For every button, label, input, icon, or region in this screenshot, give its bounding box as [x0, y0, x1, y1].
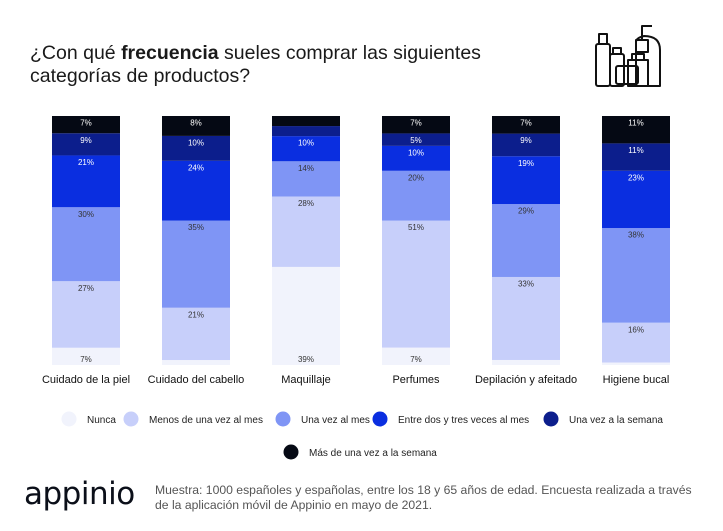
- bar-segment: [492, 204, 560, 277]
- data-label: 20%: [408, 173, 424, 182]
- data-label: 29%: [518, 207, 534, 216]
- bar-segment: [272, 266, 340, 365]
- bar-segment: [52, 281, 120, 348]
- category-label: Higiene bucal: [603, 374, 670, 386]
- bar-segment: [602, 228, 670, 323]
- data-label: 16%: [628, 325, 644, 334]
- bar-segment: [492, 133, 560, 157]
- data-label: 28%: [298, 199, 314, 208]
- stacked-bar-chart: 7% 27% 30% 21% 9% 7% 21% 35% 24% 10% 8% 39% 28% 14% 10…: [42, 116, 670, 460]
- data-label: 10%: [298, 139, 314, 148]
- legend-label: Entre dos y tres veces al mes: [398, 415, 529, 426]
- category-label: Maquillaje: [281, 374, 331, 386]
- bar-segment: [52, 347, 120, 365]
- bar-segment: [162, 116, 230, 136]
- chart-title: ¿Con qué frecuencia sueles comprar las s…: [30, 42, 570, 88]
- bar-segment: [272, 161, 340, 197]
- data-label: 7%: [80, 119, 92, 128]
- data-label: 7%: [80, 355, 92, 364]
- title-suffix: sueles comprar las siguientes categorías…: [30, 42, 481, 87]
- bar-segment: [602, 362, 670, 365]
- data-label: 9%: [80, 136, 92, 145]
- title-prefix: ¿Con qué: [30, 42, 122, 64]
- bar-segment: [382, 145, 450, 171]
- legend-swatch: [283, 444, 299, 460]
- bar-segment: [602, 170, 670, 229]
- bar-segment: [162, 135, 230, 161]
- data-label: 10%: [408, 148, 424, 157]
- bar-segment: [492, 156, 560, 205]
- data-label: 27%: [78, 284, 94, 293]
- bars-group: 7% 27% 30% 21% 9% 7% 21% 35% 24% 10% 8% 39% 28% 14% 10…: [52, 116, 670, 365]
- data-label: 39%: [298, 355, 314, 364]
- title-bold-word: frecuencia: [121, 42, 219, 64]
- legend-swatch: [543, 411, 559, 427]
- bar-segment: [382, 347, 450, 365]
- data-label: 24%: [188, 163, 204, 172]
- data-label: 23%: [628, 173, 644, 182]
- bar-segment: [602, 143, 670, 171]
- data-label: 51%: [408, 223, 424, 232]
- legend-label: Una vez al mes: [301, 415, 370, 426]
- data-label: 21%: [188, 310, 204, 319]
- bar-segment: [382, 133, 450, 146]
- data-label: 14%: [298, 164, 314, 173]
- bar-segment: [382, 116, 450, 134]
- bar-segment: [602, 116, 670, 144]
- appinio-logo: appinio: [24, 476, 135, 512]
- cosmetics-bottles-icon: [595, 25, 661, 87]
- data-label: 19%: [518, 159, 534, 168]
- category-label: Cuidado del cabello: [148, 374, 245, 386]
- data-label: 11%: [628, 146, 643, 155]
- category-labels: Cuidado de la piel Cuidado del cabello Maq…: [42, 374, 669, 386]
- bar-segment: [52, 207, 120, 282]
- data-label: 35%: [188, 223, 204, 232]
- bar-segment: [162, 307, 230, 361]
- bar-segment: [52, 133, 120, 156]
- data-label: 11%: [628, 119, 643, 128]
- data-label: 5%: [410, 136, 422, 145]
- legend: Nunca Menos de una vez al mes Una vez al m…: [61, 411, 663, 460]
- data-label: 33%: [518, 280, 534, 289]
- bar-segment: [272, 126, 340, 137]
- bar-segment: [52, 155, 120, 208]
- bar-segment: [162, 220, 230, 308]
- data-label: 8%: [190, 119, 202, 128]
- data-label: 10%: [188, 139, 204, 148]
- bar-segment: [492, 276, 560, 360]
- legend-label: Más de una vez a la semana: [309, 448, 437, 459]
- bar-segment: [382, 220, 450, 348]
- category-label: Perfumes: [392, 374, 440, 386]
- category-label: Depilación y afeitado: [475, 374, 577, 386]
- bar-segment: [162, 360, 230, 365]
- legend-label: Menos de una vez al mes: [149, 415, 263, 426]
- data-label: 9%: [520, 136, 532, 145]
- data-label: 30%: [78, 210, 94, 219]
- legend-swatch: [275, 411, 291, 427]
- legend-swatch: [372, 411, 388, 427]
- bar-segment: [272, 116, 340, 127]
- bar-segment: [272, 196, 340, 267]
- legend-swatch: [123, 411, 139, 427]
- data-label: 7%: [410, 119, 422, 128]
- bar-segment: [272, 136, 340, 162]
- data-label: 7%: [410, 355, 422, 364]
- legend-swatch: [61, 411, 77, 427]
- bar-segment: [52, 116, 120, 134]
- bar-segment: [602, 322, 670, 363]
- legend-label: Una vez a la semana: [569, 415, 663, 426]
- bar-segment: [162, 160, 230, 221]
- data-label: 21%: [78, 158, 94, 167]
- data-label: 38%: [628, 231, 644, 240]
- legend-label: Nunca: [87, 415, 116, 426]
- data-label: 7%: [520, 119, 532, 128]
- category-label: Cuidado de la piel: [42, 374, 130, 386]
- bar-segment: [492, 359, 560, 365]
- bar-segment: [492, 116, 560, 134]
- footer-note: Muestra: 1000 españoles y españolas, ent…: [155, 483, 692, 512]
- bar-segment: [382, 170, 450, 221]
